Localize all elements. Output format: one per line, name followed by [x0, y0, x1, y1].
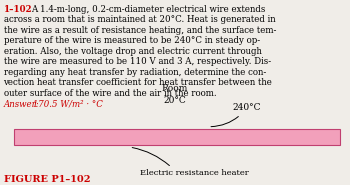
Text: eration. Also, the voltage drop and electric current through: eration. Also, the voltage drop and elec… [4, 47, 261, 56]
Text: Room: Room [162, 84, 188, 93]
Text: Answer:: Answer: [4, 100, 39, 109]
Text: across a room that is maintained at 20°C. Heat is generated in: across a room that is maintained at 20°C… [4, 15, 275, 24]
Text: vection heat transfer coefficient for heat transfer between the: vection heat transfer coefficient for he… [4, 78, 272, 88]
Text: 1–102: 1–102 [4, 5, 32, 14]
Text: the wire as a result of resistance heating, and the surface tem-: the wire as a result of resistance heati… [4, 26, 276, 35]
Text: 20°C: 20°C [164, 95, 186, 105]
Text: A 1.4-m-long, 0.2-cm-diameter electrical wire extends: A 1.4-m-long, 0.2-cm-diameter electrical… [32, 5, 266, 14]
Text: Electric resistance heater: Electric resistance heater [140, 169, 248, 177]
Text: regarding any heat transfer by radiation, determine the con-: regarding any heat transfer by radiation… [4, 68, 266, 77]
Text: the wire are measured to be 110 V and 3 A, respectively. Dis-: the wire are measured to be 110 V and 3 … [4, 57, 271, 66]
Text: 170.5 W/m² · °C: 170.5 W/m² · °C [30, 100, 103, 109]
Text: FIGURE P1–102: FIGURE P1–102 [4, 175, 90, 184]
Text: perature of the wire is measured to be 240°C in steady op-: perature of the wire is measured to be 2… [4, 36, 260, 45]
Text: outer surface of the wire and the air in the room.: outer surface of the wire and the air in… [4, 89, 216, 98]
Text: 240°C: 240°C [211, 103, 261, 127]
Bar [14, 129, 340, 145]
